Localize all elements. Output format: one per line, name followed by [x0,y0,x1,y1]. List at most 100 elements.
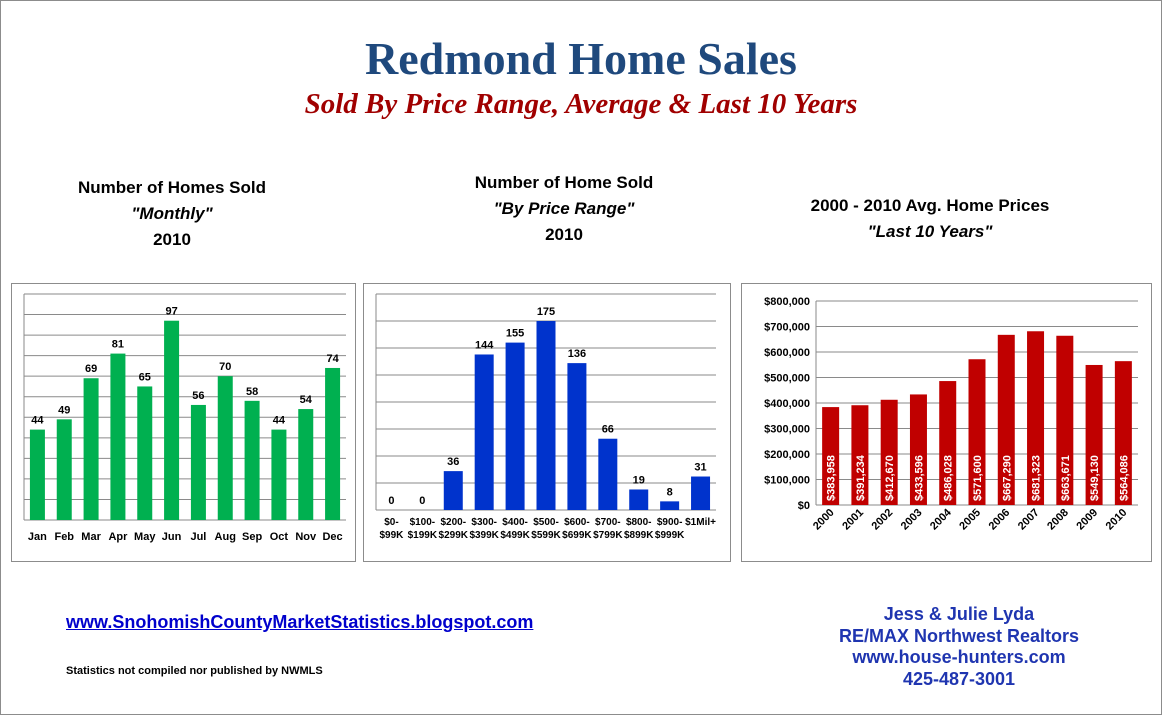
bar-data-label: 136 [568,348,586,360]
x-tick-label: Aug [215,531,236,543]
bar-data-label: 44 [273,415,286,427]
y-tick-label: $700,000 [764,322,810,334]
bar-data-label: 175 [537,306,555,318]
bar [909,394,927,505]
monthly-sales-chart: 44 Jan 49 Feb 69 Mar 81 Apr 65 May 97 Jun 56 Jul 70 Aug… [11,283,356,562]
y-tick-label: $800,000 [764,296,810,308]
x-tick-label: 2004 [928,506,954,532]
bar-data-label: 144 [475,339,494,351]
bar [137,386,153,520]
bar-data-label: 58 [246,386,258,398]
x-tick-label: $900- [657,517,683,528]
x-tick-label: $699K [562,530,592,541]
bar-data-label: 65 [139,371,151,383]
bar-data-label: 0 [388,495,394,507]
x-tick-label: Nov [295,531,317,543]
monthly-sales-chart-svg: 44 Jan 49 Feb 69 Mar 81 Apr 65 May 97 Jun 56 Jul 70 Aug… [23,293,346,543]
x-tick-label: 2002 [870,507,896,533]
bar [567,363,587,510]
bar [217,376,233,520]
avg-prices-chart-heading-line1: 2000 - 2010 Avg. Home Prices [810,196,1050,215]
monthly-chart-heading-line3: 2010 [153,230,191,249]
bar [443,471,463,510]
bar-data-label: 74 [326,353,339,365]
x-tick-label: $499K [500,530,530,541]
bar-data-label: 54 [300,394,313,406]
y-tick-label: $400,000 [764,398,810,410]
bar [56,419,72,520]
bar [298,409,314,520]
bar [325,367,341,520]
bar [822,407,840,505]
x-tick-label: $99K [380,530,405,541]
x-tick-label: 2005 [957,507,983,533]
bar-data-label: $549,130 [1089,455,1101,501]
x-tick-label: $300- [471,517,497,528]
bar [1114,361,1132,505]
x-tick-label: 2000 [811,507,837,533]
avg-prices-chart-heading: 2000 - 2010 Avg. Home Prices "Last 10 Ye… [760,193,1100,245]
bar [190,404,206,520]
price-range-chart: 0 $0- $99K 0 $100- $199K 36 $200- $299K 144 $300- $… [363,283,731,562]
bar [691,476,711,510]
bar [598,438,618,510]
contact-website: www.house-hunters.com [852,647,1066,667]
y-tick-label: $300,000 [764,424,810,436]
x-tick-label: $700- [595,517,621,528]
x-tick-label: Sep [242,531,262,543]
x-tick-label: Dec [322,531,342,543]
avg-prices-chart: $0 $100,000 $200,000 $300,000 $400,000 $500,0… [741,283,1152,562]
bar-data-label: $391,234 [855,454,867,501]
bar [474,354,494,510]
bar [968,359,986,505]
bar-data-label: $383,958 [826,455,838,501]
bar [29,429,45,520]
y-tick-label: $0 [798,500,810,512]
bar [851,405,869,505]
bar [505,342,525,510]
contact-phone: 425-487-3001 [902,668,1016,689]
x-tick-label: Oct [270,531,289,543]
x-tick-label: Jun [162,531,182,543]
bar [110,353,126,520]
bar-data-label: 36 [447,456,459,468]
x-tick-label: $800- [626,517,652,528]
x-tick-label: $999K [655,530,685,541]
x-tick-label: 2003 [899,507,925,533]
bar [536,321,556,510]
bar-data-label: $412,670 [884,455,896,501]
bar-data-label: $667,290 [1001,455,1013,501]
monthly-chart-heading-line1: Number of Homes Sold [78,178,266,197]
bar-data-label: 49 [58,404,70,416]
bar-data-label: $564,086 [1118,455,1130,501]
bar-data-label: $681,323 [1031,455,1043,501]
contact-name: Jess & Julie Lyda [883,604,1035,624]
bar-data-label: $571,600 [972,455,984,501]
y-tick-label: $600,000 [764,347,810,359]
x-tick-label: Jan [28,531,47,543]
bar-data-label: 97 [165,306,177,318]
bar-data-label: 155 [506,328,524,340]
x-tick-label: $299K [439,530,469,541]
bar-data-label: 44 [31,415,44,427]
bar-data-label: 66 [602,424,614,436]
bar [660,501,680,510]
contact-company: RE/MAX Northwest Realtors [838,625,1080,646]
y-tick-label: $500,000 [764,373,810,385]
bar-data-label: $486,028 [943,455,955,501]
blog-link[interactable]: www.SnohomishCountyMarketStatistics.blog… [66,612,534,632]
x-tick-label: $100- [410,517,436,528]
bar [880,399,898,505]
x-tick-label: $599K [531,530,561,541]
monthly-chart-heading: Number of Homes Sold "Monthly" 2010 [22,175,322,253]
x-tick-label: $799K [593,530,623,541]
bar-data-label: 81 [112,339,124,351]
bar-data-label: 56 [192,390,204,402]
x-tick-label: $600- [564,517,590,528]
x-tick-label: $399K [469,530,499,541]
avg-prices-chart-heading-line2: "Last 10 Years" [867,222,993,241]
bar [271,429,287,520]
y-tick-label: $200,000 [764,449,810,461]
x-tick-label: $0- [384,517,398,528]
bar-data-label: 8 [667,486,673,498]
